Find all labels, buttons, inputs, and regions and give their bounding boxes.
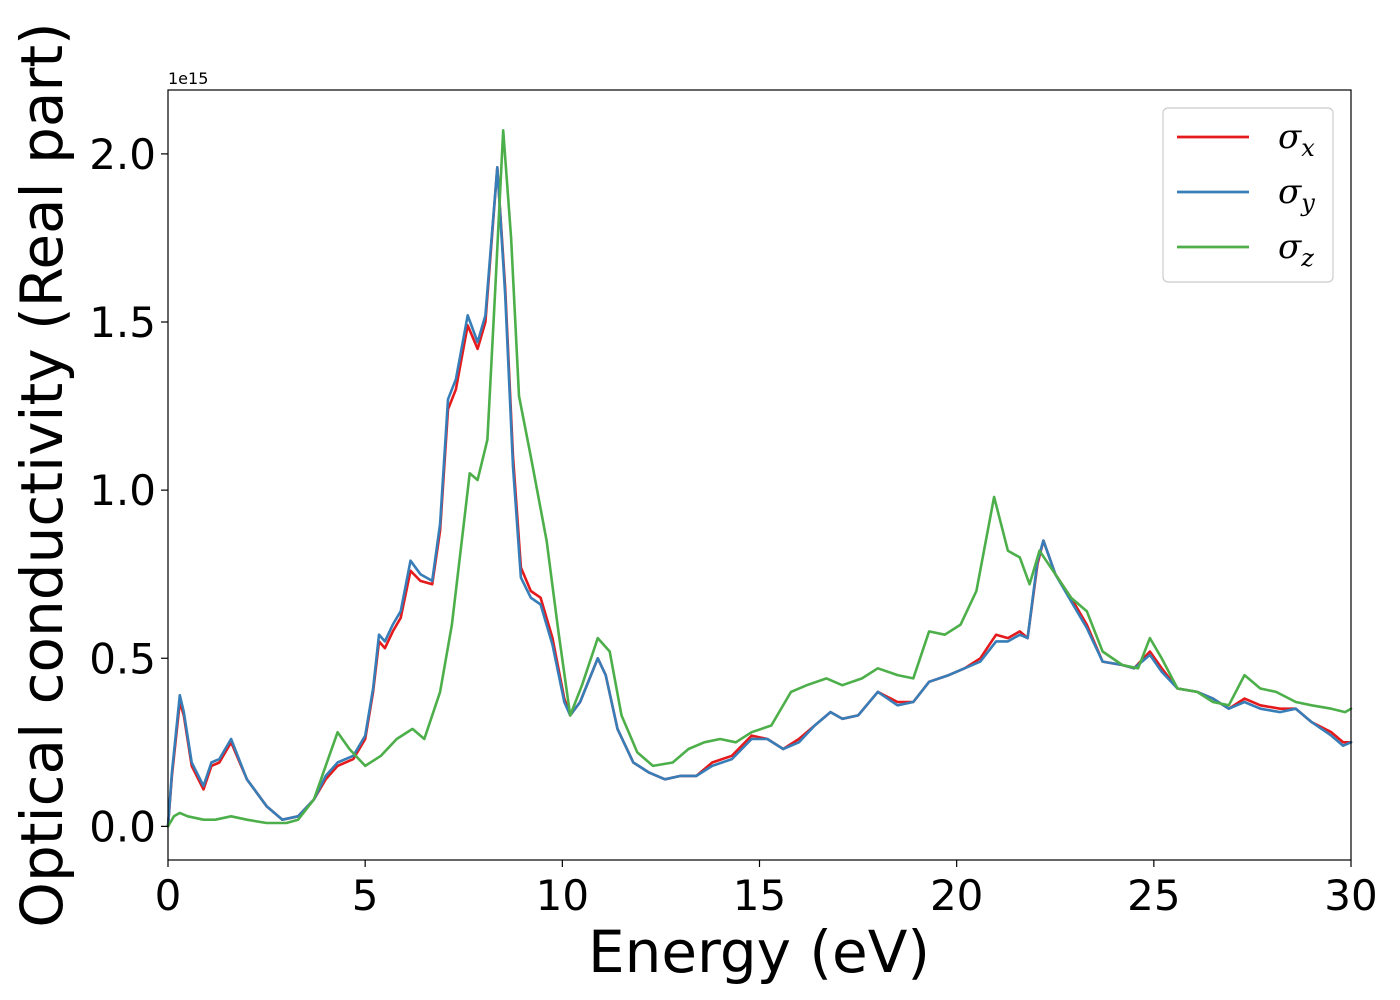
legend: σx σy σz — [1162, 107, 1334, 283]
y-tick-label: 1.5 — [89, 298, 156, 347]
x-tick-label: 0 — [155, 871, 182, 920]
x-tick-label: 5 — [352, 871, 379, 920]
x-tick-label: 15 — [733, 871, 786, 920]
series-group — [166, 129, 1353, 828]
x-tick-label: 25 — [1127, 871, 1180, 920]
y-tick-label: 0.0 — [89, 802, 156, 851]
legend-box — [1162, 107, 1334, 283]
x-axis-label: Energy (eV) — [588, 918, 930, 986]
legend-label-z: σz — [1278, 227, 1314, 272]
legend-items: σx σy σz — [1177, 117, 1315, 272]
y-tick-label: 1.0 — [89, 466, 156, 515]
legend-label-y: σy — [1278, 172, 1315, 217]
x-axis: 0 5 10 15 20 25 30 — [155, 860, 1378, 920]
series-line-y — [166, 166, 1353, 828]
plot-area — [166, 89, 1353, 861]
y-tick-label: 2.0 — [89, 130, 156, 179]
y-offset-label: 1e15 — [168, 69, 208, 88]
legend-label-x: σx — [1278, 117, 1315, 162]
y-axis-label: Optical conductivity (Real part) — [8, 22, 76, 927]
y-tick-label: 0.5 — [89, 634, 156, 683]
x-tick-label: 10 — [536, 871, 589, 920]
series-line-z — [166, 129, 1353, 828]
x-tick-label: 20 — [930, 871, 983, 920]
x-tick-label: 30 — [1324, 871, 1377, 920]
y-axis: 0.0 0.5 1.0 1.5 2.0 — [89, 130, 168, 851]
